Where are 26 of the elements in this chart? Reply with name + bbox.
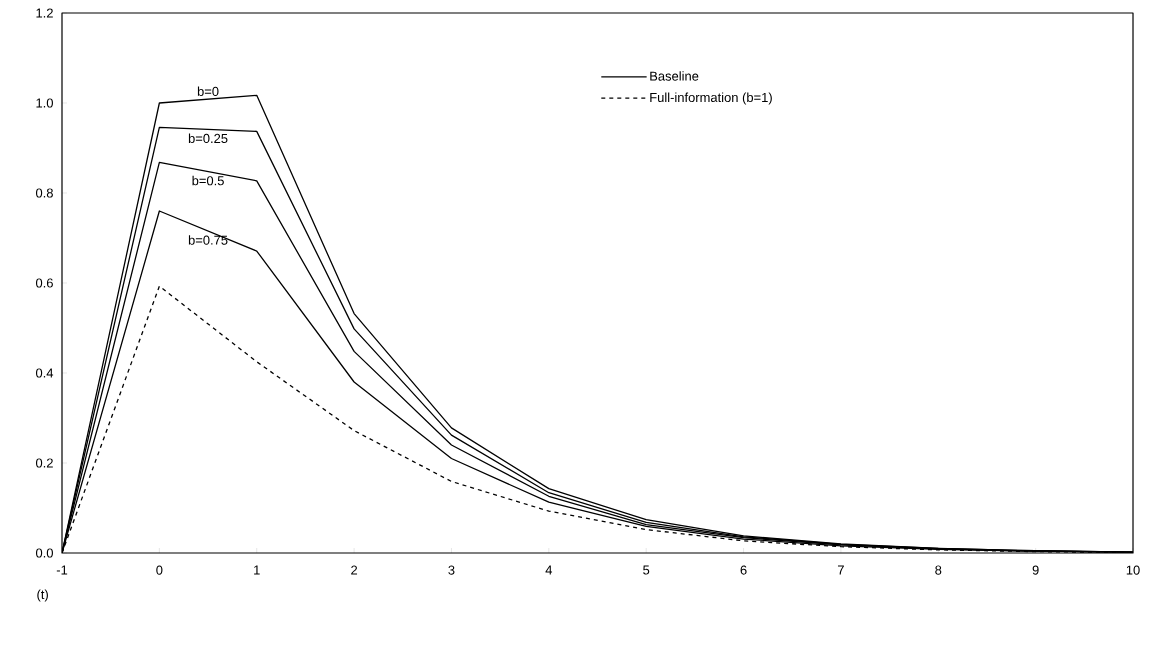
x-tick-label: 1 <box>254 565 260 575</box>
y-tick-label: 0.2 <box>35 458 53 468</box>
y-tick-label: 0.0 <box>35 548 53 558</box>
y-tick-label: 1.0 <box>36 98 53 108</box>
x-tick-label: 5 <box>643 565 650 575</box>
y-tick-label: 0.8 <box>35 188 53 198</box>
y-tick-label: 0.4 <box>35 368 54 378</box>
x-tick-label: 0 <box>156 565 163 575</box>
x-tick-label: 3 <box>448 565 455 575</box>
x-tick-label: -1 <box>56 565 68 575</box>
x-tick-label: 4 <box>545 565 553 575</box>
x-tick-label: 8 <box>935 565 942 575</box>
legend-label: Baseline <box>650 71 699 81</box>
annotation: b=0.75 <box>188 235 228 245</box>
x-axis-title: (t) <box>37 589 48 602</box>
y-tick-label: 0.6 <box>35 278 53 288</box>
x-tick-label: 10 <box>1126 565 1140 575</box>
y-tick-label: 1.2 <box>36 8 53 18</box>
x-tick-label: 2 <box>351 565 358 575</box>
x-tick-label: 9 <box>1032 565 1039 575</box>
annotation: b=0.25 <box>188 133 228 144</box>
x-tick-label: 6 <box>740 565 747 575</box>
x-tick-label: 7 <box>837 565 844 575</box>
annotation: b=0.5 <box>192 175 224 186</box>
legend-label: Full-information (b=1) <box>650 92 772 105</box>
annotation: b=0 <box>197 86 219 96</box>
